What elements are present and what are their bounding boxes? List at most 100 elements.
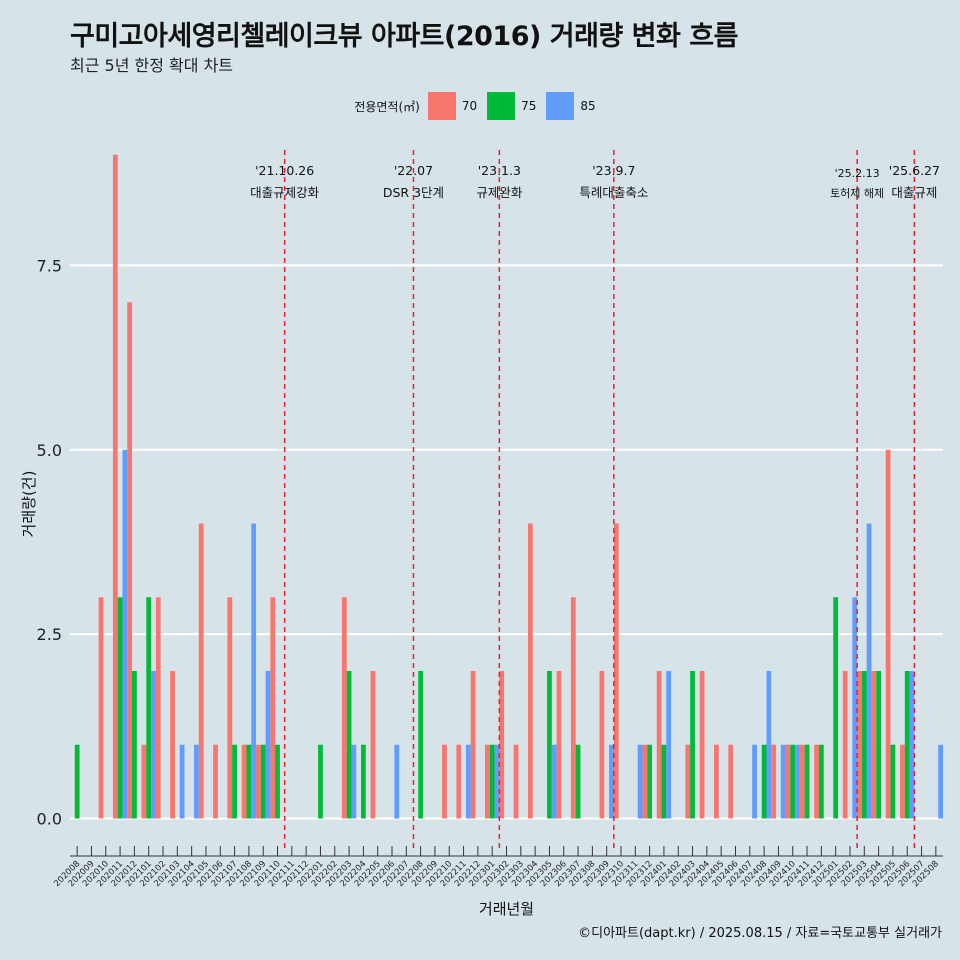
legend-swatch-85: [546, 92, 575, 120]
legend-swatch-70: [427, 92, 456, 120]
bar-85-202109: [265, 671, 271, 819]
bar-70-202306: [556, 671, 562, 819]
y-tick-label: 7.5: [37, 256, 62, 275]
bar-70-202304: [527, 523, 533, 819]
bar-75-202008: [74, 744, 80, 819]
bar-75-202501: [833, 597, 839, 819]
bar-85-202401: [666, 671, 672, 819]
bar-70-202106: [213, 744, 218, 819]
bar-70-202312: [642, 744, 648, 819]
y-tick-label: 2.5: [37, 625, 62, 644]
legend-title: 전용면적(㎡): [354, 99, 420, 114]
bar-75-202107: [232, 744, 237, 819]
bar-75-202506: [904, 671, 910, 819]
event-label: 규제완화: [476, 185, 523, 200]
bar-85-202203: [351, 744, 357, 819]
bar-75-202408: [761, 744, 767, 819]
bar-85-202311: [637, 744, 643, 819]
legend-label-85: 85: [580, 99, 596, 113]
bar-75-202012: [132, 671, 137, 819]
bar-70-202012: [127, 302, 133, 819]
event-label: 특례대출축소: [579, 185, 648, 200]
bar-70-202502: [842, 671, 848, 819]
bar-70-202102: [155, 597, 161, 819]
bar-70-202412: [814, 744, 819, 819]
bar-85-202506: [909, 671, 915, 819]
bar-75-202505: [890, 744, 896, 819]
legend-swatch-75: [487, 92, 516, 120]
event-date: '25.2.13: [835, 167, 880, 180]
bar-70-202505: [885, 449, 891, 819]
bar-70-202506: [900, 744, 905, 819]
bar-85-202410: [795, 744, 800, 819]
bar-75-202411: [804, 744, 810, 819]
event-date: '21.10.26: [255, 163, 314, 178]
bar-70-202107: [227, 597, 233, 819]
y-tick-label: 5.0: [37, 441, 62, 460]
x-axis-title: 거래년월: [479, 900, 534, 918]
bar-70-202503: [857, 671, 862, 819]
bar-85-202407: [752, 744, 757, 819]
y-tick-label: 0.0: [37, 810, 62, 829]
legend-item-75: 75: [487, 92, 536, 120]
bar-85-202104: [194, 744, 199, 819]
source-caption: ©디아파트(dapt.kr) / 2025.08.15 / 자료=국토교통부 실…: [578, 926, 942, 941]
event-label: DSR 3단계: [383, 185, 444, 200]
bar-85-202408: [766, 671, 772, 819]
bar-70-202301: [485, 744, 490, 819]
bar-85-202305: [551, 744, 557, 819]
bar-75-202504: [876, 671, 881, 819]
event-label: 대출규제강화: [250, 185, 320, 200]
bar-85-202108: [251, 523, 257, 819]
bar-70-202108: [241, 744, 247, 819]
bar-85-202101: [151, 671, 156, 819]
bar-70-202504: [871, 671, 877, 819]
bar-75-202203: [346, 671, 352, 819]
bar-75-202401: [661, 744, 667, 819]
bar-70-202309: [599, 671, 605, 819]
bar-70-202307: [570, 597, 576, 819]
event-label: 대출규제: [891, 185, 937, 200]
bar-70-202211: [456, 744, 462, 819]
bar-75-202305: [547, 671, 552, 819]
bar-75-202108: [246, 744, 252, 819]
bar-85-202011: [122, 449, 128, 819]
chart-subtitle: 최근 5년 한정 확대 차트: [70, 56, 234, 75]
bar-85-202502: [852, 597, 858, 819]
bar-70-202410: [785, 744, 791, 819]
bar-75-202204: [361, 744, 366, 819]
bar-70-202403: [685, 744, 691, 819]
bar-70-202205: [370, 671, 376, 819]
legend-label-75: 75: [521, 99, 537, 113]
bar-70-202011: [112, 154, 118, 819]
bar-85-202508: [938, 744, 943, 819]
event-date: '25.6.27: [889, 163, 940, 178]
y-axis-title: 거래량(건): [20, 471, 38, 538]
bar-70-202405: [714, 744, 719, 819]
legend-item-85: 85: [546, 92, 596, 120]
bar-70-202101: [141, 744, 147, 819]
bar-85-202211: [465, 744, 471, 819]
bar-85-202206: [394, 744, 400, 819]
bar-75-202503: [861, 671, 867, 819]
bar-70-202105: [198, 523, 204, 819]
bar-85-202409: [780, 744, 786, 819]
bar-70-202310: [613, 523, 619, 819]
chart-title: 구미고아세영리첼레이크뷰 아파트(2016) 거래량 변화 흐름: [70, 21, 738, 52]
bar-70-202203: [341, 597, 347, 819]
bar-70-202406: [728, 744, 734, 819]
bar-75-202410: [790, 744, 796, 819]
event-date: '22.07: [394, 163, 433, 178]
bar-85-202103: [179, 744, 185, 819]
bar-85-202309: [609, 744, 614, 819]
bar-75-202307: [575, 744, 581, 819]
legend-label-70: 70: [461, 99, 478, 113]
event-date: '23.9.7: [592, 163, 635, 178]
legend: 전용면적(㎡) 70 75 85: [0, 92, 960, 120]
bar-75-202208: [418, 671, 424, 819]
bar-70-202010: [98, 597, 104, 819]
bar-70-202109: [256, 744, 261, 819]
bar-70-202302: [499, 671, 505, 819]
bar-70-202404: [699, 671, 705, 819]
